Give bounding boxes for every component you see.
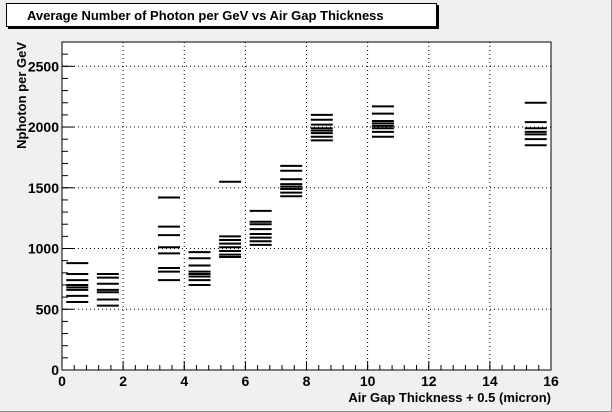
x-tick-label: 12: [421, 373, 437, 389]
y-tick-label: 500: [36, 301, 60, 317]
x-tick-label: 8: [303, 373, 311, 389]
y-tick-label: 1500: [28, 180, 59, 196]
x-axis-title: Air Gap Thickness + 0.5 (micron): [348, 390, 551, 405]
data-points: [66, 101, 547, 307]
x-tick-label: 4: [180, 373, 188, 389]
y-tick-label: 2000: [28, 119, 59, 135]
x-tick-label: 2: [119, 373, 127, 389]
chart-title-box: Average Number of Photon per GeV vs Air …: [6, 3, 437, 27]
y-tick-label: 2500: [28, 58, 59, 74]
y-axis-title: Nphoton per GeV: [14, 42, 29, 149]
chart-title: Average Number of Photon per GeV vs Air …: [27, 7, 384, 23]
axes: 0 2 4 6 8 10 12 14 16 0 500 1000 1500 2000 2500: [28, 41, 559, 389]
y-tick-label: 0: [51, 362, 59, 378]
gridlines: [62, 42, 551, 370]
x-tick-label: 16: [543, 373, 559, 389]
x-tick-label: 6: [241, 373, 249, 389]
x-tick-label: 14: [482, 373, 498, 389]
x-tick-label: 0: [58, 373, 66, 389]
y-tick-label: 1000: [28, 241, 59, 257]
x-tick-label: 10: [360, 373, 376, 389]
